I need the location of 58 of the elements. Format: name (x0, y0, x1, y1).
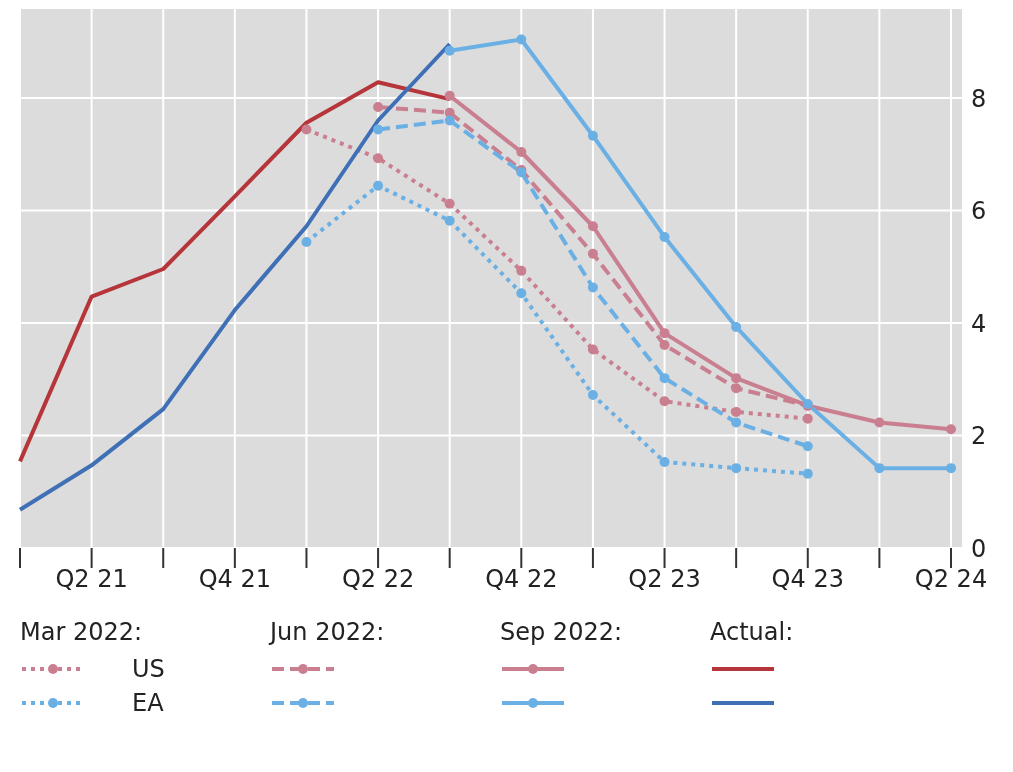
point (659, 339, 670, 350)
legend-label: EA (132, 689, 164, 717)
text: Jun 2022: (270, 618, 385, 648)
y-tick-label: 2 (971, 422, 987, 451)
point (587, 248, 598, 259)
point (731, 373, 742, 384)
point (659, 456, 670, 467)
point (587, 344, 598, 355)
point (731, 417, 742, 428)
text: Actual: (710, 618, 794, 648)
x-tick-label: Q2 24 (914, 565, 988, 594)
point (373, 124, 384, 135)
point (802, 441, 813, 452)
point (659, 373, 670, 384)
point (659, 328, 670, 339)
point (731, 463, 742, 474)
y-tick-label: 8 (971, 84, 987, 113)
point (444, 90, 455, 101)
point (659, 396, 670, 407)
point (444, 198, 455, 209)
y-tick-label: 6 (971, 197, 987, 226)
point (731, 406, 742, 417)
point (516, 34, 527, 45)
point (444, 115, 455, 126)
legend-label: US (132, 655, 165, 683)
y-tick-label: 4 (971, 309, 987, 338)
x-tick-label: Q2 23 (628, 565, 701, 594)
point (587, 390, 598, 400)
point (444, 215, 455, 226)
point (301, 237, 312, 247)
point (373, 102, 384, 112)
point (946, 463, 956, 474)
x-tick-label: Q4 21 (198, 565, 272, 594)
point (587, 282, 598, 293)
point (516, 265, 527, 276)
point (874, 417, 885, 428)
point (444, 45, 455, 56)
x-tick-label: Q4 22 (485, 565, 558, 594)
point (587, 130, 598, 141)
x-tick-label: Q2 21 (55, 565, 128, 594)
text: Sep 2022: (500, 618, 623, 648)
point (373, 180, 384, 191)
point (301, 124, 312, 135)
point (516, 288, 527, 299)
point (731, 321, 742, 332)
point (516, 147, 527, 157)
point (802, 468, 813, 479)
point (373, 153, 384, 164)
point (587, 221, 598, 232)
point (946, 424, 956, 435)
point (802, 413, 813, 424)
y-tick-label: 0 (971, 534, 987, 563)
text: Mar 2022: (20, 618, 144, 648)
point (731, 383, 742, 394)
point (659, 231, 670, 242)
x-tick-label: Q2 22 (341, 565, 415, 594)
x-tick-label: Q4 23 (771, 565, 844, 594)
point (874, 463, 885, 474)
